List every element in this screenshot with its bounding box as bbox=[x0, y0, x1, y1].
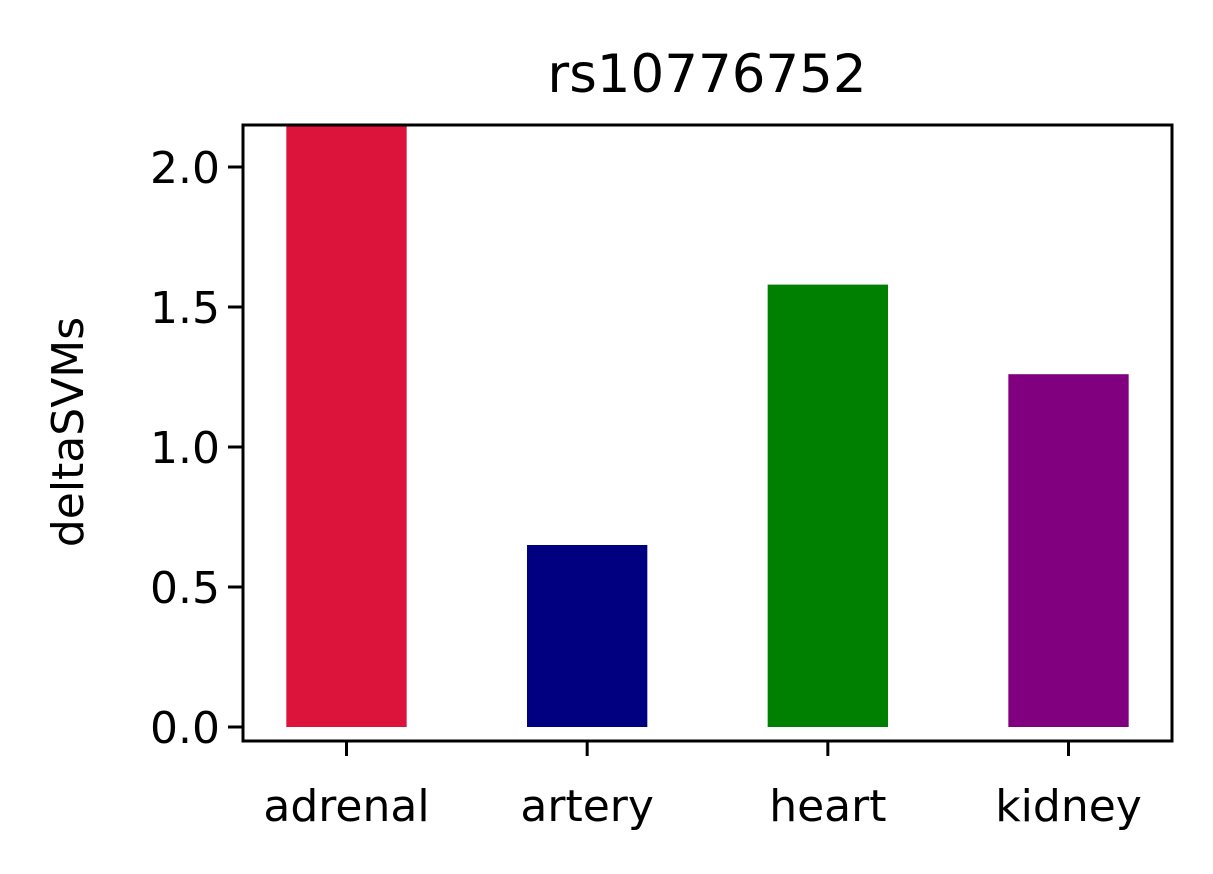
y-axis-label: deltaSVMs bbox=[43, 317, 94, 547]
x-tick-label-heart: heart bbox=[769, 781, 886, 832]
y-ticks-group: 0.0 0.5 1.0 1.5 2.0 bbox=[150, 143, 243, 754]
y-tick-label: 1.5 bbox=[150, 283, 220, 334]
x-tick-label-artery: artery bbox=[520, 781, 654, 832]
y-tick-label: 0.5 bbox=[150, 563, 220, 614]
bar-adrenal bbox=[286, 125, 407, 727]
bar-heart bbox=[767, 284, 889, 727]
y-tick-label: 2.0 bbox=[150, 143, 220, 194]
y-tick-label: 0.0 bbox=[150, 703, 220, 754]
chart-title: rs10776752 bbox=[547, 44, 866, 105]
bar-artery bbox=[526, 545, 648, 727]
bars-group bbox=[286, 125, 1129, 727]
bar-kidney bbox=[1008, 374, 1129, 727]
y-tick-label: 1.0 bbox=[150, 423, 220, 474]
x-ticks-group: adrenal artery heart kidney bbox=[263, 741, 1142, 832]
x-tick-label-kidney: kidney bbox=[995, 781, 1142, 832]
x-tick-label-adrenal: adrenal bbox=[263, 781, 429, 832]
plot-frame bbox=[241, 123, 1174, 743]
